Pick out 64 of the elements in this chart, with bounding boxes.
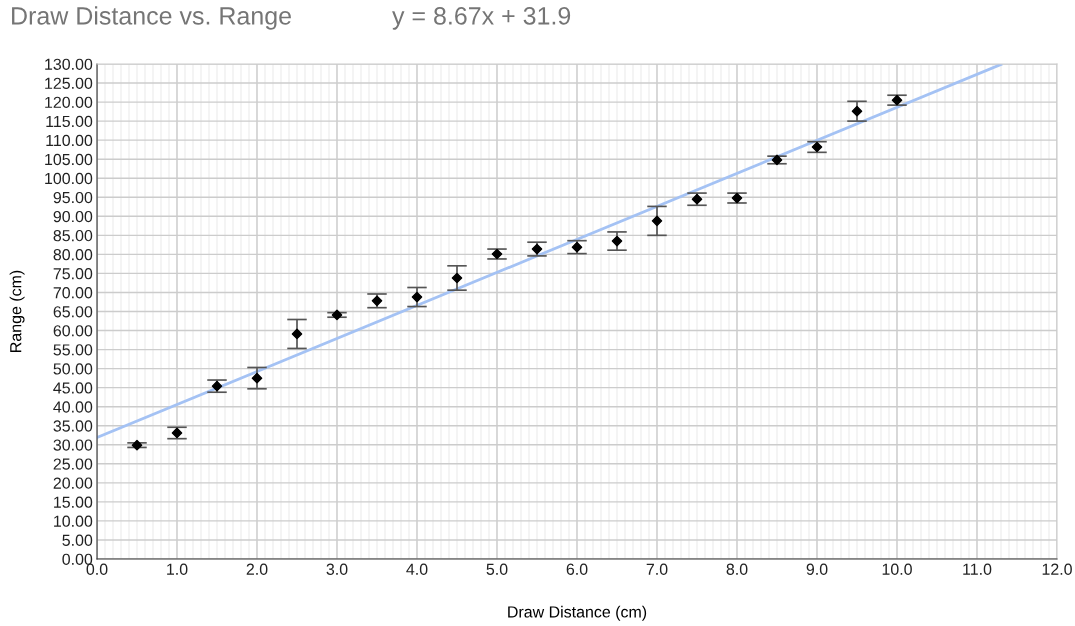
x-tick-label: 10.0 [882,563,912,575]
x-tick-label: 3.0 [326,563,348,575]
x-tick-label: 4.0 [406,563,428,575]
y-tick-label: 70.00 [53,287,93,299]
y-tick-label: 35.00 [53,420,93,432]
y-tick-label: 110.00 [46,134,93,147]
y-tick-label: 90.00 [53,210,93,223]
y-tick-label: 130.00 [45,58,93,70]
point [411,291,423,303]
y-tick-label: 10.00 [54,515,93,527]
text: y = 8.67x + 31.9 [392,7,571,30]
point [571,241,583,253]
point [691,193,703,205]
y-tick-label: 125.00 [45,77,93,89]
point [171,427,183,439]
y-tick-label: 20.00 [53,477,93,489]
point [811,141,823,153]
x-tick-label: 2.0 [246,563,268,575]
y-tick-label: 0.00 [62,553,93,565]
point [291,328,303,340]
point [531,243,543,255]
y-tick-label: 85.00 [53,229,93,242]
y-tick-label: 25.00 [53,458,93,470]
y-tick-label: 100.00 [45,172,93,185]
y-axis-title: Range (cm) [9,270,25,352]
point [251,372,263,384]
x-tick-label: 0.0 [86,563,108,575]
y-tick-label: 50.00 [53,363,93,375]
point [211,380,223,392]
x-tick-label: 5.0 [486,563,508,575]
point [651,215,663,227]
y-tick-label: 5.00 [62,534,93,546]
point [731,192,743,204]
y-tick-label: 115.00 [46,115,93,128]
x-tick-label: 11.0 [963,563,992,575]
x-tick-label: 7.0 [646,563,668,575]
point [891,94,903,106]
point [331,309,343,321]
y-tick-label: 95.00 [53,191,93,204]
point [851,105,863,117]
y-tick-label: 105.00 [45,153,93,166]
y-tick-label: 80.00 [53,249,93,261]
y-tick-label: 45.00 [53,382,93,394]
y-tick-label: 55.00 [53,344,93,356]
x-tick-label: 9.0 [806,563,828,575]
y-tick-label: 40.00 [53,401,93,413]
chart-title: Draw Distance vs. Range [12,6,291,30]
point [131,439,143,451]
x-tick-label: 1.0 [167,563,188,575]
point [771,154,783,166]
point [451,272,463,284]
x-axis-title: Draw Distance (cm) [508,605,647,621]
y-tick-label: 60.00 [53,325,93,337]
point [491,248,503,260]
y-tick-label: 30.00 [53,439,93,451]
y-tick-label: 65.00 [53,306,93,318]
y-tick-label: 15.00 [54,496,93,508]
x-tick-label: 8.0 [726,563,748,575]
x-tick-label: 6.0 [566,563,588,575]
point [371,295,383,307]
x-tick-label: 12.0 [1042,563,1072,575]
y-tick-label: 75.00 [53,268,93,280]
y-tick-label: 120.00 [45,96,93,109]
point [611,235,623,247]
